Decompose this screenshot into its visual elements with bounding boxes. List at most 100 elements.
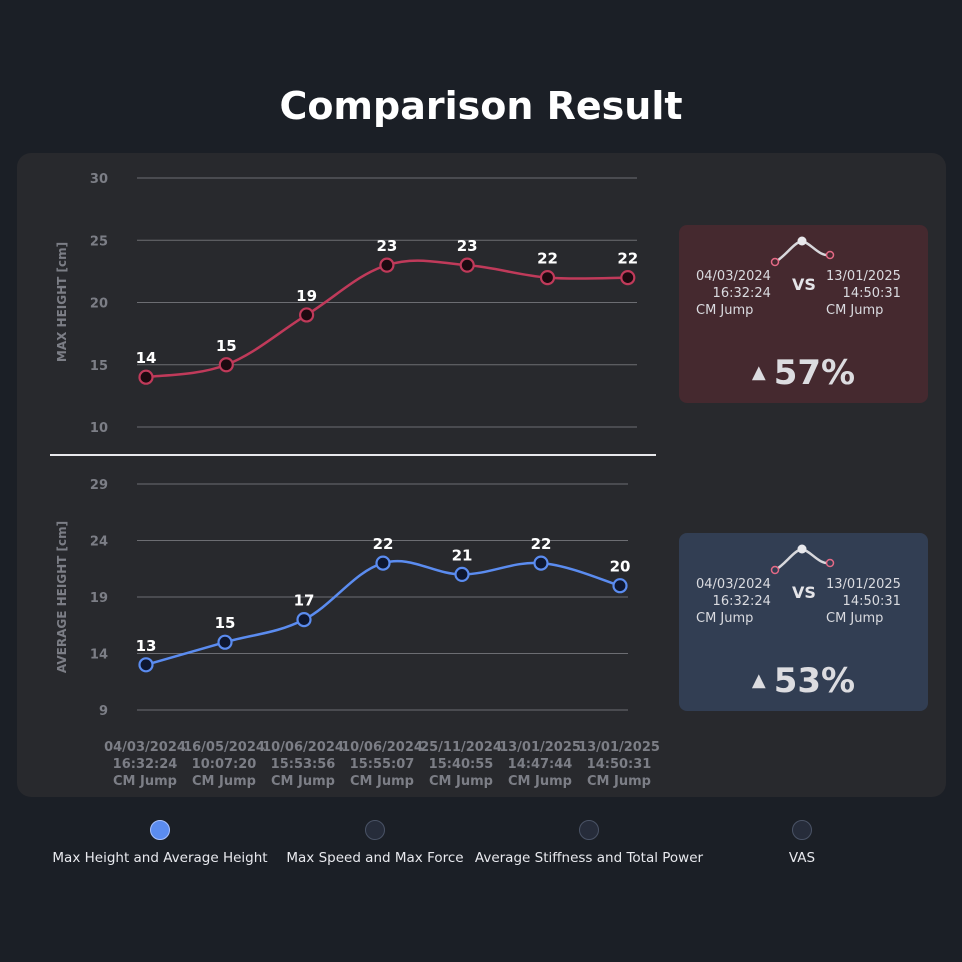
x-tick-time: 14:47:44: [507, 757, 573, 772]
data-point: [296, 611, 312, 628]
x-tick-type: CM Jump: [192, 774, 256, 789]
percent-value: 57%: [773, 353, 856, 393]
triangle-up-icon: ▲: [751, 670, 766, 691]
x-tick-type: CM Jump: [271, 774, 335, 789]
data-point: [299, 307, 315, 323]
to-type: CM Jump: [826, 611, 884, 626]
x-tick-label: 04/03/2024 16:32:24 CM Jump: [95, 739, 195, 790]
data-point: [375, 555, 391, 571]
data-point: [533, 555, 549, 571]
from-date: 04/03/2024: [696, 577, 771, 592]
from-type: CM Jump: [696, 303, 754, 318]
to-date: 13/01/2025: [826, 577, 901, 592]
data-point: [138, 657, 154, 673]
data-point: [218, 357, 234, 373]
radio-dot-icon[interactable]: [579, 820, 599, 840]
average-height-chart: 9 14 19 24 29 AVERAGE HEIGHT [cm] 13 15 17 22 21 22…: [55, 478, 630, 719]
y-tick-label: 20: [90, 297, 108, 312]
data-label: 21: [452, 546, 473, 564]
series-line: [145, 259, 628, 379]
x-tick-date: 25/11/2024: [420, 740, 502, 755]
tab-vas[interactable]: VAS: [687, 820, 917, 867]
series-line: [145, 559, 621, 667]
x-tick-label: 16/05/2024 10:07:20 CM Jump: [174, 739, 274, 790]
x-tick-time: 15:53:56: [270, 757, 336, 772]
percent-change: ▲ 53%: [679, 661, 928, 701]
x-tick-type: CM Jump: [508, 774, 572, 789]
y-tick-label: 19: [90, 591, 108, 606]
x-tick-date: 13/01/2025: [578, 740, 660, 755]
radio-dot-icon[interactable]: [150, 820, 170, 840]
x-tick-time: 15:55:07: [349, 757, 415, 772]
x-tick-date: 16/05/2024: [183, 740, 265, 755]
x-tick-date: 10/06/2024: [341, 740, 423, 755]
page-title: Comparison Result: [279, 84, 683, 128]
y-tick-label: 24: [90, 535, 108, 550]
data-point: [620, 270, 636, 286]
radio-dot-icon[interactable]: [792, 820, 812, 840]
trend-sparkline-icon: [770, 236, 835, 267]
tab-label: VAS: [788, 850, 816, 866]
x-tick-type: CM Jump: [429, 774, 493, 789]
vs-label: VS: [792, 583, 816, 602]
tab-max-speed-max-force[interactable]: Max Speed and Max Force: [260, 820, 490, 867]
tab-label: Max Height and Average Height: [52, 850, 268, 866]
radio-dot-icon[interactable]: [365, 820, 385, 840]
vs-label: VS: [792, 275, 816, 294]
data-point: [612, 578, 628, 594]
y-axis-label: MAX HEIGHT [cm]: [55, 242, 69, 362]
y-tick-label: 15: [90, 359, 108, 374]
x-tick-time: 14:50:31: [586, 757, 652, 772]
x-tick-label: 10/06/2024 15:55:07 CM Jump: [332, 739, 432, 790]
y-tick-label: 14: [90, 648, 108, 663]
data-point: [217, 634, 233, 650]
compare-to: 13/01/2025 14:50:31 CM Jump: [826, 268, 901, 319]
chart-selector-tabs: Max Height and Average Height Max Speed …: [0, 820, 962, 900]
data-label: 15: [216, 337, 237, 355]
data-point: [138, 369, 154, 385]
tab-label: Average Stiffness and Total Power: [474, 850, 704, 866]
x-tick-label: 25/11/2024 15:40:55 CM Jump: [411, 739, 511, 790]
y-axis-label: AVERAGE HEIGHT [cm]: [55, 521, 69, 673]
data-label: 19: [296, 287, 317, 305]
tab-label: Max Speed and Max Force: [286, 850, 464, 866]
compare-to: 13/01/2025 14:50:31 CM Jump: [826, 576, 901, 627]
to-time: 14:50:31: [842, 594, 901, 609]
x-tick-date: 10/06/2024: [262, 740, 344, 755]
data-point: [454, 566, 470, 583]
data-point: [379, 257, 395, 273]
data-label: 22: [531, 535, 552, 553]
data-label: 13: [136, 637, 157, 655]
data-point: [459, 257, 475, 273]
from-date: 04/03/2024: [696, 269, 771, 284]
compare-from: 04/03/2024 16:32:24 CM Jump: [696, 576, 771, 627]
triangle-up-icon: ▲: [751, 362, 766, 383]
tab-average-stiffness-total-power[interactable]: Average Stiffness and Total Power: [474, 820, 704, 867]
data-label: 15: [215, 614, 236, 632]
trend-sparkline-icon: [770, 544, 835, 575]
percent-value: 53%: [773, 661, 856, 701]
x-tick-time: 16:32:24: [112, 757, 178, 772]
from-time: 16:32:24: [712, 286, 771, 301]
x-tick-date: 13/01/2025: [499, 740, 581, 755]
data-label: 17: [294, 592, 315, 610]
x-tick-label: 13/01/2025 14:47:44 CM Jump: [490, 739, 590, 790]
y-tick-label: 29: [90, 478, 108, 493]
compare-from: 04/03/2024 16:32:24 CM Jump: [696, 268, 771, 319]
data-label: 22: [537, 250, 558, 268]
y-tick-label: 9: [99, 704, 108, 719]
x-tick-date: 04/03/2024: [104, 740, 186, 755]
to-type: CM Jump: [826, 303, 884, 318]
data-label: 23: [457, 237, 478, 255]
to-time: 14:50:31: [842, 286, 901, 301]
percent-change: ▲ 57%: [679, 353, 928, 393]
from-type: CM Jump: [696, 611, 754, 626]
max-height-chart: 10 15 20 25 30 MAX HEIGHT [cm] 14 15 19 23 23 22 22: [55, 172, 638, 436]
tab-max-height-average-height[interactable]: Max Height and Average Height: [45, 820, 275, 867]
data-label: 22: [373, 535, 394, 553]
from-time: 16:32:24: [712, 594, 771, 609]
average-height-comparison-card: 04/03/2024 16:32:24 CM Jump VS 13/01/202…: [679, 533, 928, 711]
x-tick-time: 10:07:20: [191, 757, 257, 772]
x-tick-type: CM Jump: [350, 774, 414, 789]
